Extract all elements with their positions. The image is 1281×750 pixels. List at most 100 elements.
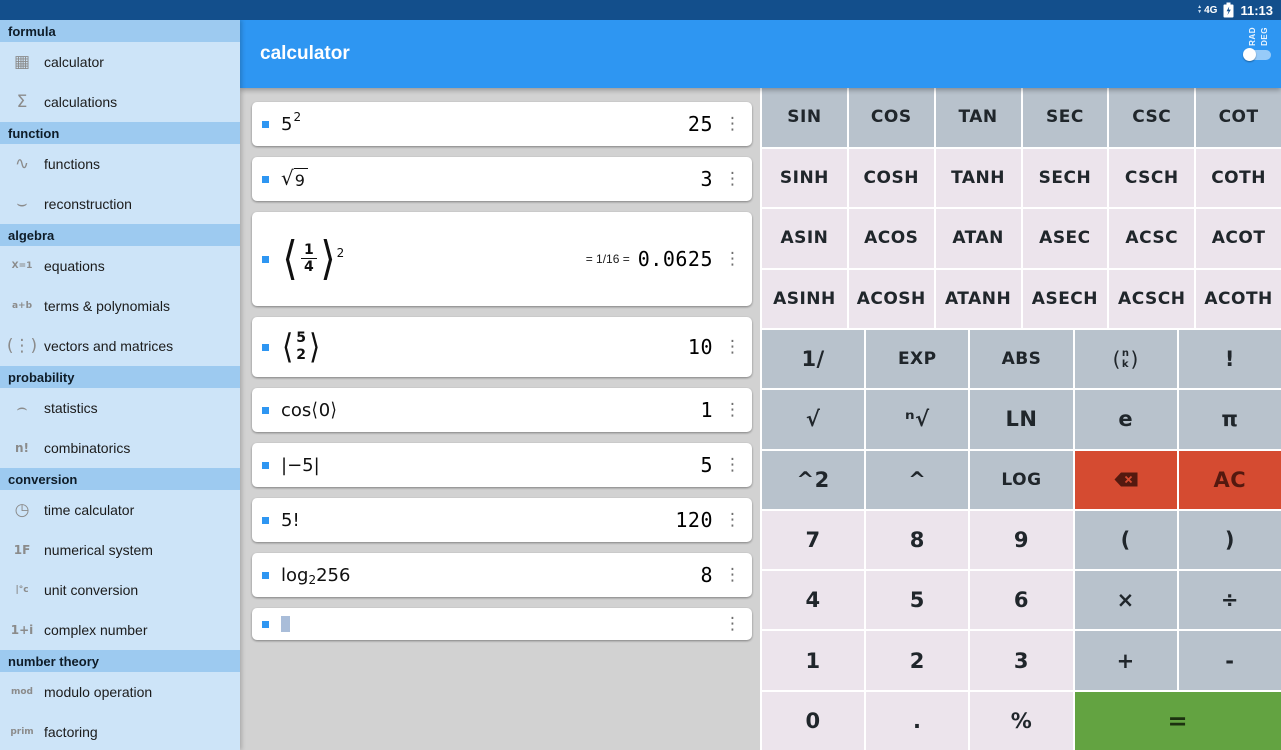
sidebar-item-statistics[interactable]: ⌢ statistics (0, 388, 240, 428)
card-menu-icon[interactable]: ⋮ (724, 614, 741, 634)
history-card[interactable]: |−5| 5 ⋮ (252, 443, 752, 487)
key-acot[interactable]: ACOT (1196, 209, 1281, 268)
sidebar-item-terms-polynomials[interactable]: a+b terms & polynomials (0, 286, 240, 326)
key-acsc[interactable]: ACSC (1109, 209, 1195, 268)
key-digit-9[interactable]: 9 (970, 510, 1073, 570)
key-tanh[interactable]: TANH (935, 148, 1021, 207)
history-card[interactable]: √ 9 3 ⋮ (252, 157, 752, 201)
key-nth-root[interactable]: ⁿ√ (866, 390, 969, 449)
key-digit-7[interactable]: 7 (762, 510, 865, 570)
key-square-root[interactable]: √ (762, 390, 865, 449)
key-acos[interactable]: ACOS (848, 209, 934, 268)
sidebar-item-vectors-and-matrices[interactable]: (⋮) vectors and matrices (0, 326, 240, 366)
angle-switch[interactable] (1243, 48, 1271, 62)
status-time: 11:13 (1240, 2, 1273, 18)
key-equals[interactable]: = (1074, 691, 1281, 750)
key-acoth[interactable]: ACOTH (1196, 269, 1281, 328)
key-power[interactable]: ^ (866, 450, 969, 509)
key-acsch[interactable]: ACSCH (1109, 269, 1195, 328)
key-cosh[interactable]: COSH (848, 148, 934, 207)
key-atanh[interactable]: ATANH (935, 269, 1021, 328)
history-card[interactable]: 5 2 25 ⋮ (252, 102, 752, 146)
key-log[interactable]: LOG (970, 450, 1073, 509)
key-multiply[interactable]: × (1074, 571, 1177, 630)
expr-text: 256 (316, 564, 351, 586)
key-minus[interactable]: - (1178, 631, 1281, 690)
sidebar-item-numerical-system[interactable]: 1F numerical system (0, 530, 240, 570)
card-menu-icon[interactable]: ⋮ (724, 455, 741, 475)
key-digit-5[interactable]: 5 (866, 571, 969, 630)
key-sech[interactable]: SECH (1022, 148, 1108, 207)
sidebar-item-modulo-operation[interactable]: mod modulo operation (0, 672, 240, 712)
card-menu-icon[interactable]: ⋮ (724, 400, 741, 420)
key-digit-3[interactable]: 3 (970, 631, 1073, 690)
sidebar-item-time-calculator[interactable]: ◷ time calculator (0, 490, 240, 530)
key-asinh[interactable]: ASINH (762, 269, 847, 328)
history-card[interactable]: 5! 120 ⋮ (252, 498, 752, 542)
sidebar-item-label: functions (44, 156, 101, 172)
history-card[interactable]: cos ⟨ 0 ⟩ 1 ⋮ (252, 388, 752, 432)
key-csc[interactable]: CSC (1109, 88, 1195, 147)
history-card[interactable]: log 2 256 8 ⋮ (252, 553, 752, 597)
sidebar-item-reconstruction[interactable]: ⌣ reconstruction (0, 184, 240, 224)
key-natural-log[interactable]: LN (970, 390, 1073, 449)
card-menu-icon[interactable]: ⋮ (724, 249, 741, 269)
key-backspace[interactable] (1074, 450, 1177, 509)
sidebar-item-unit-conversion[interactable]: |°c unit conversion (0, 570, 240, 610)
angle-unit-toggle[interactable]: RAD DEG (1243, 27, 1271, 62)
card-menu-icon[interactable]: ⋮ (724, 337, 741, 357)
key-csch[interactable]: CSCH (1109, 148, 1195, 207)
key-digit-2[interactable]: 2 (866, 631, 969, 690)
key-factorial[interactable]: ! (1178, 330, 1281, 389)
key-cot[interactable]: COT (1196, 88, 1281, 147)
key-exp[interactable]: EXP (866, 330, 969, 389)
key-coth[interactable]: COTH (1196, 148, 1281, 207)
key-sinh[interactable]: SINH (762, 148, 847, 207)
key-percent[interactable]: % (970, 691, 1073, 750)
key-decimal-point[interactable]: . (866, 691, 969, 750)
key-acosh[interactable]: ACOSH (848, 269, 934, 328)
key-cos[interactable]: COS (848, 88, 934, 147)
expression (281, 616, 290, 632)
key-euler-number[interactable]: e (1074, 390, 1177, 449)
key-abs[interactable]: ABS (970, 330, 1073, 389)
key-close-paren[interactable]: ) (1178, 510, 1281, 570)
sidebar-item-factoring[interactable]: prim factoring (0, 712, 240, 750)
card-menu-icon[interactable]: ⋮ (724, 169, 741, 189)
sidebar-item-complex-number[interactable]: 1+i complex number (0, 610, 240, 650)
history-card[interactable]: ⋮ (252, 608, 752, 640)
history-card[interactable]: ⟨ 1 4 ⟩ 2 = 1/16 = 0.0625 ⋮ (252, 212, 752, 306)
card-menu-icon[interactable]: ⋮ (724, 114, 741, 134)
key-asin[interactable]: ASIN (762, 209, 847, 268)
key-atan[interactable]: ATAN (935, 209, 1021, 268)
key-tan[interactable]: TAN (935, 88, 1021, 147)
key-binomial-coefficient[interactable]: (n k) (1074, 330, 1177, 389)
key-asech[interactable]: ASECH (1022, 269, 1108, 328)
key-digit-1[interactable]: 1 (762, 631, 865, 690)
result-area: 120 (675, 508, 713, 532)
key-pi[interactable]: π (1178, 390, 1281, 449)
sidebar-item-combinatorics[interactable]: n! combinatorics (0, 428, 240, 468)
sidebar-item-functions[interactable]: ∿ functions (0, 144, 240, 184)
key-reciprocal[interactable]: 1/ (762, 330, 865, 389)
key-digit-0[interactable]: 0 (762, 691, 865, 750)
key-digit-4[interactable]: 4 (762, 571, 865, 630)
key-open-paren[interactable]: ( (1074, 510, 1177, 570)
key-plus[interactable]: + (1074, 631, 1177, 690)
key-digit-8[interactable]: 8 (866, 510, 969, 570)
key-all-clear[interactable]: AC (1178, 450, 1281, 509)
sidebar-item-equations[interactable]: X=1 equations (0, 246, 240, 286)
card-menu-icon[interactable]: ⋮ (724, 565, 741, 585)
key-divide[interactable]: ÷ (1178, 571, 1281, 630)
key-sec[interactable]: SEC (1022, 88, 1108, 147)
key-digit-6[interactable]: 6 (970, 571, 1073, 630)
key-square[interactable]: ^2 (762, 450, 865, 509)
key-sin[interactable]: SIN (762, 88, 847, 147)
key-asec[interactable]: ASEC (1022, 209, 1108, 268)
radical-icon: √ (281, 166, 294, 190)
card-menu-icon[interactable]: ⋮ (724, 510, 741, 530)
sidebar-item-calculator[interactable]: ▦ calculator (0, 42, 240, 82)
history-card[interactable]: ⟨ 5 2 ⟩ 10 ⋮ (252, 317, 752, 377)
